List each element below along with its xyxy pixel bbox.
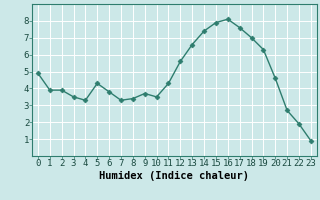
X-axis label: Humidex (Indice chaleur): Humidex (Indice chaleur) bbox=[100, 171, 249, 181]
